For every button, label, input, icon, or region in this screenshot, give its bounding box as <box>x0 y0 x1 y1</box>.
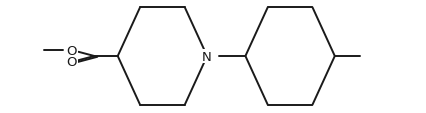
Text: O: O <box>66 56 77 69</box>
Text: N: N <box>202 50 211 63</box>
Text: O: O <box>66 44 77 57</box>
